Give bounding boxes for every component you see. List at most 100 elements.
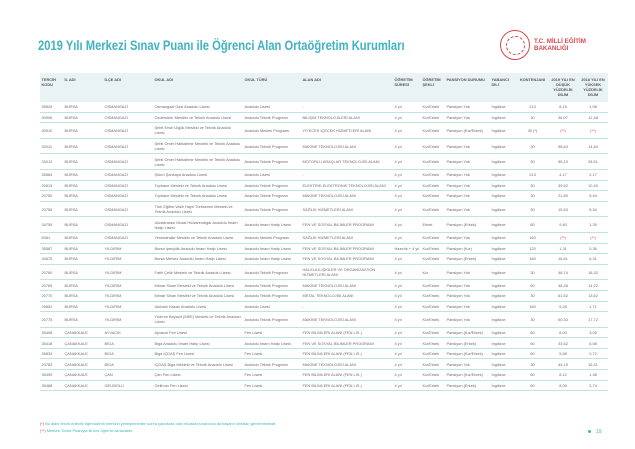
cell-quota: 30 xyxy=(517,264,548,281)
cell-dormitory: Pansiyon Yok xyxy=(445,358,490,371)
cell-duration: 4 yıl xyxy=(393,102,421,113)
cell-education-type: Kız/Erkek xyxy=(421,232,445,244)
cell-foreign-language: İngilizce xyxy=(490,190,517,202)
cell-school-type: Anadolu İmam Hatip Lisesi xyxy=(243,253,301,265)
cell-preference-code: 35488 xyxy=(40,380,63,392)
cell-preference-code: 30906 xyxy=(40,112,63,124)
cell-preference-code: 20765 xyxy=(40,279,63,291)
cell-dormitory: Pansiyon Yok xyxy=(445,301,490,313)
cell-school-name: Tophane Mesleki ve Teknik Anadolu Lisesi xyxy=(153,190,243,202)
cell-duration: 4 yıl xyxy=(393,201,421,218)
cell-school-name: Çan Fen Lisesi xyxy=(153,369,243,381)
cell-preference-code: 20750 xyxy=(40,190,63,202)
cell-preference-code: 35490 xyxy=(40,369,63,381)
cell-percentile-2019: 8,12 xyxy=(548,369,578,381)
cell-preference-code: 30910 xyxy=(40,122,63,139)
cell-school-type: Anadolu Lisesi xyxy=(243,169,301,181)
cell-percentile-2018: 28,51 xyxy=(578,153,608,170)
cell-school-name: Şehit Ersel Ülgük Mesleki ve Teknik Anad… xyxy=(153,122,243,139)
cell-school-name: Mimar Sinan Mesleki ve Teknik Anadolu Li… xyxy=(153,290,243,302)
footnote-2: (**) Merkezi Sınav Puanıyla ilk kez öğre… xyxy=(40,427,276,434)
cell-foreign-language: İngilizce xyxy=(490,112,517,124)
cell-quota: 213 xyxy=(517,169,548,181)
table-row: 35833 ÇANAKKALE BİGA Biga İÇDAŞ Fen Lisesi F… xyxy=(40,348,608,360)
cell-school-type: Anadolu Teknik Programı xyxy=(243,311,301,328)
cell-percentile-2018: 8,44 xyxy=(578,190,608,202)
cell-school-name: Ayvacık Fen Lisesi xyxy=(153,327,243,339)
table-header: TERCİH KODU İL ADI İLÇE ADI OKUL ADI OKUL TÜ… xyxy=(40,73,608,102)
cell-foreign-language: İngilizce xyxy=(490,290,517,302)
cell-district: YILDIRIM xyxy=(103,311,153,328)
cell-preference-code: 35418 xyxy=(40,337,63,349)
cell-school-name: Ulubatlı Hasan Anadolu Lisesi xyxy=(153,301,243,313)
cell-percentile-2018: 6,31 xyxy=(578,253,608,265)
cell-foreign-language: İngilizce xyxy=(490,153,517,170)
cell-education-type: Kız/Erkek xyxy=(421,337,445,349)
cell-school-type: Anadolu İmam Hatip Lisesi xyxy=(243,243,301,255)
table-row: 25852 BURSA YILDIRIM Ulubatlı Hasan Anadolu… xyxy=(40,301,608,313)
table-row: 20760 BURSA YILDIRIM Fatih Çelik Mesleki ve… xyxy=(40,264,608,281)
cell-school-name: Osmangazi Gazi Anadolu Lisesi xyxy=(153,102,243,113)
cell-district: YILDIRIM xyxy=(103,301,153,313)
cell-foreign-language: İngilizce xyxy=(490,102,517,113)
table-row: 33012 BURSA OSMANGAZİ Şehit Ömer Halisdemir… xyxy=(40,153,608,170)
cell-school-type: Anadolu Teknik Programı xyxy=(243,138,301,155)
cell-percentile-2019: (**) xyxy=(548,232,578,244)
cell-foreign-language: İngilizce xyxy=(490,232,517,244)
cell-dormitory: Pansiyon Yok xyxy=(445,201,490,218)
cell-duration: 4 yıl xyxy=(393,169,421,181)
cell-province: ÇANAKKALE xyxy=(63,337,103,349)
cell-percentile-2019: 9,80 xyxy=(548,216,578,233)
cell-duration: 4 yıl xyxy=(393,311,421,328)
table-row: 20770 BURSA YILDIRIM Mimar Sinan Mesleki ve… xyxy=(40,290,608,302)
table-row: 20783 ÇANAKKALE BİGA İÇDAŞ Biga Mesleki ve … xyxy=(40,358,608,371)
table-row: 20613 BURSA OSMANGAZİ Tophane Mesleki ve Te… xyxy=(40,180,608,192)
table-row: 30910 BURSA OSMANGAZİ Şehit Ersel Ülgük Mes… xyxy=(40,122,608,139)
cell-quota: 180 xyxy=(517,301,548,313)
cell-school-type: Anadolu Teknik Programı xyxy=(243,358,301,371)
cell-school-name: Gelibolu Fen Lisesi xyxy=(153,380,243,392)
cell-duration: 4 yıl xyxy=(393,348,421,360)
cell-percentile-2019: 48,74 xyxy=(548,264,578,281)
cell-percentile-2019: 61,62 xyxy=(548,290,578,302)
cell-percentile-2019: 36,07 xyxy=(548,112,578,124)
cell-field-name: BİLİŞİM TEKNOLOJİLERİ ALANI xyxy=(301,112,393,124)
cell-district: OSMANGAZİ xyxy=(103,169,153,181)
cell-percentile-2018: 2,74 xyxy=(578,380,608,392)
cell-province: BURSA xyxy=(63,201,103,218)
column-header-district: İLÇE ADI xyxy=(103,73,153,102)
cell-education-type: Kız/Erkek xyxy=(421,138,445,155)
cell-duration: 4 yıl xyxy=(393,180,421,192)
cell-quota: 30 xyxy=(517,153,548,170)
cell-dormitory: Pansiyon Yok xyxy=(445,169,490,181)
footnote-2-text: Merkezi Sınav Puanıyla ilk kez öğrenci a… xyxy=(46,428,134,433)
cell-dormitory: Pansiyon (Kız/Erkek) xyxy=(445,122,490,139)
table-row: 20775 BURSA YILDIRIM Yıldırım Beyazıt (MKE)… xyxy=(40,311,608,328)
cell-percentile-2018: 3,05 xyxy=(578,327,608,339)
column-header-school-name: OKUL ADI xyxy=(153,73,243,102)
cell-duration: 4 yıl xyxy=(393,232,421,244)
cell-duration: 4 yıl xyxy=(393,279,421,291)
cell-percentile-2018: 1,98 xyxy=(578,102,608,113)
cell-percentile-2018: 14,84 xyxy=(578,138,608,155)
cell-province: BURSA xyxy=(63,190,103,202)
cell-foreign-language: İngilizce xyxy=(490,301,517,313)
cell-foreign-language: İngilizce xyxy=(490,279,517,291)
cell-district: OSMANGAZİ xyxy=(103,112,153,124)
cell-quota: 180 xyxy=(517,253,548,265)
cell-percentile-2019: 5,28 xyxy=(548,301,578,313)
cell-preference-code: 35498 xyxy=(40,327,63,339)
cell-field-name: HALKLA İLİŞKİLER VE ORGANİZASYON HİZMETL… xyxy=(301,264,393,281)
cell-dormitory: Pansiyon Yok xyxy=(445,264,490,281)
cell-education-type: Kız/Erkek xyxy=(421,301,445,313)
cell-duration: 4 yıl xyxy=(393,122,421,139)
cell-quota: 60 xyxy=(517,380,548,392)
cell-education-type: Kız/Erkek xyxy=(421,122,445,139)
cell-percentile-2018: (**) xyxy=(578,232,608,244)
cell-province: BURSA xyxy=(63,279,103,291)
cell-field-name: FEN BİLİMLERİ ALANI (FEN LİS.) xyxy=(301,348,393,360)
cell-foreign-language: İngilizce xyxy=(490,201,517,218)
cell-dormitory: Pansiyon Yok xyxy=(445,180,490,192)
cell-percentile-2018: 10,40 xyxy=(578,180,608,192)
column-header-percentile-2019: 2019 YILI EN DÜŞÜK YÜZDELİK DİLİM xyxy=(548,73,578,102)
